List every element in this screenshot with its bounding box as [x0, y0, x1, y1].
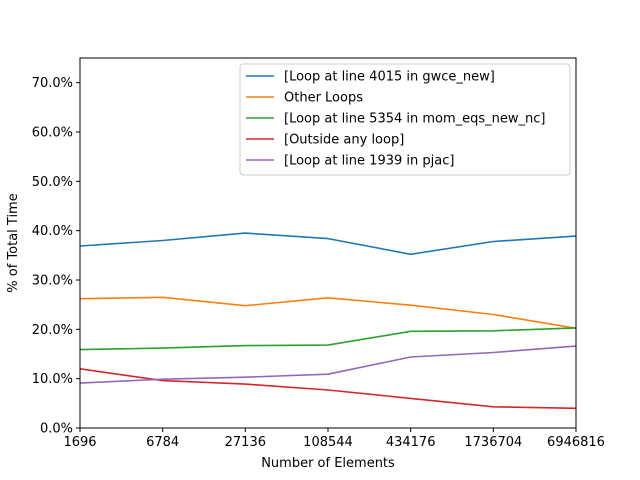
- x-tick-label: 6946816: [547, 435, 605, 450]
- x-tick-label: 108544: [303, 435, 353, 450]
- legend-item-label: [Outside any loop]: [284, 133, 404, 148]
- y-tick-label: 60.0%: [32, 126, 73, 141]
- x-tick-label: 27136: [225, 435, 266, 450]
- series-line-5: [79, 345, 577, 384]
- x-axis-label: Number of Elements: [261, 456, 395, 471]
- legend-item-label: [Loop at line 4015 in gwce_new]: [284, 70, 495, 85]
- x-tick-label: 1696: [63, 435, 96, 450]
- series-line-2: [79, 296, 577, 330]
- series-line-3: [79, 327, 577, 351]
- legend-item-label: Other Loops: [284, 91, 363, 106]
- y-axis-label: % of Total Time: [6, 193, 21, 292]
- x-tick-label: 1736704: [464, 435, 522, 450]
- y-tick-label: 10.0%: [32, 372, 73, 387]
- legend-item-label: [Loop at line 1939 in pjac]: [284, 154, 454, 169]
- series-layer: [79, 232, 577, 410]
- y-tick-label: 0.0%: [40, 422, 73, 437]
- legend-item-label: [Loop at line 5354 in mom_eqs_new_nc]: [284, 112, 546, 127]
- y-tick-label: 70.0%: [32, 76, 73, 91]
- ticks-layer: 1696 6784 27136 108544 434176 1736704 6946816 0…: [32, 76, 605, 450]
- y-tick-label: 20.0%: [32, 323, 73, 338]
- series-line-4: [79, 368, 577, 410]
- legend-box: [239, 63, 571, 176]
- legend: [Loop at line 4015 in gwce_new] Other Loo…: [239, 63, 571, 176]
- y-tick-label: 30.0%: [32, 274, 73, 289]
- x-tick-label: 6784: [146, 435, 179, 450]
- y-tick-label: 50.0%: [32, 175, 73, 190]
- x-tick-label: 434176: [386, 435, 436, 450]
- series-line-1: [79, 232, 577, 256]
- y-tick-label: 40.0%: [32, 224, 73, 239]
